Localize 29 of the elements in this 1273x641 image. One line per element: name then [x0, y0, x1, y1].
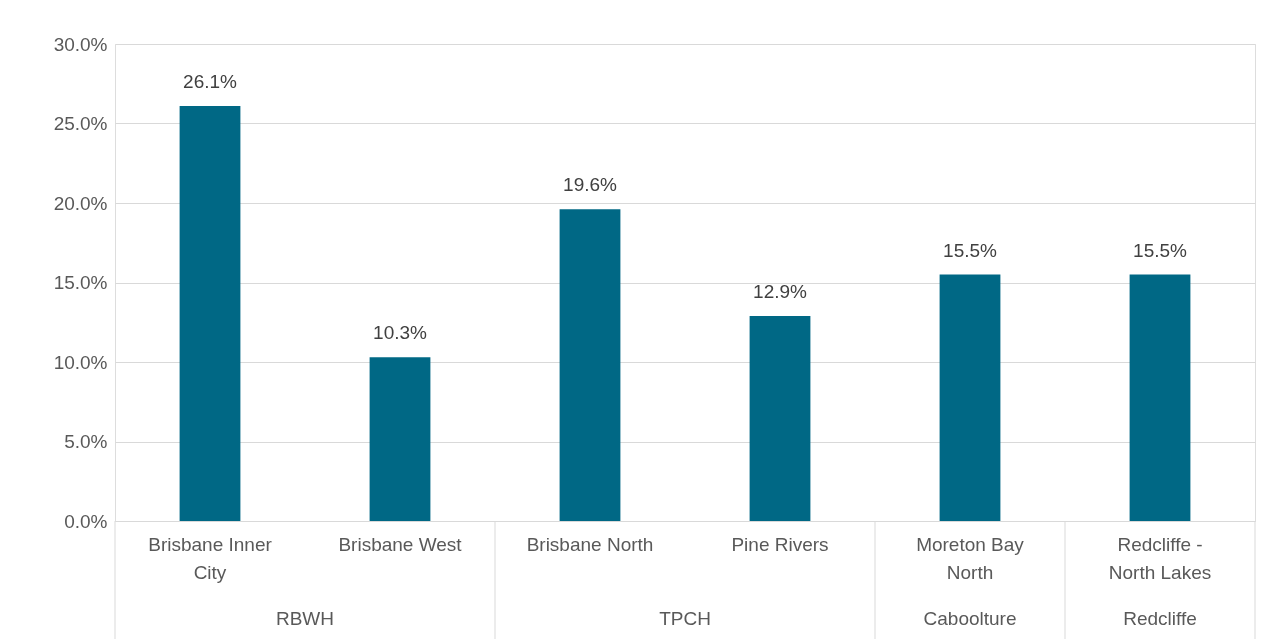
- bar: [559, 209, 621, 521]
- x-tick-label: Brisbane North: [526, 533, 654, 555]
- text: Caboolture: [923, 608, 1017, 629]
- x-tick-label: Brisbane Inner City: [148, 533, 273, 583]
- y-tick-label: 30.0%: [53, 33, 108, 55]
- bar: [749, 315, 811, 521]
- data-label: 15.5%: [943, 239, 998, 261]
- y-tick-label: 20.0%: [53, 192, 108, 214]
- text: RBWH: [275, 608, 335, 629]
- text: Redcliffe: [1123, 608, 1197, 629]
- y-tick-label: 0.0%: [64, 510, 108, 532]
- bar: [179, 106, 241, 521]
- data-label: 12.9%: [753, 280, 808, 302]
- y-tick-label: 5.0%: [64, 431, 108, 452]
- y-tick-label: 15.0%: [53, 272, 108, 293]
- data-label: 10.3%: [373, 322, 428, 344]
- x-tick-label: Pine Rivers: [731, 533, 829, 555]
- x-tick-label: Brisbane West: [338, 533, 463, 555]
- x-tick-label: Moreton Bay North: [916, 533, 1025, 583]
- data-label: 15.5%: [1133, 239, 1188, 261]
- bar: [939, 274, 1001, 521]
- y-tick-label: 10.0%: [53, 351, 108, 373]
- data-label: 26.1%: [183, 71, 238, 93]
- bar: [369, 357, 431, 521]
- x-tick-label: Redcliffe - North Lakes: [1108, 533, 1212, 583]
- y-tick-label: 25.0%: [53, 113, 108, 134]
- bar: [1129, 274, 1191, 521]
- text: TPCH: [659, 608, 711, 629]
- data-label: 19.6%: [563, 174, 618, 196]
